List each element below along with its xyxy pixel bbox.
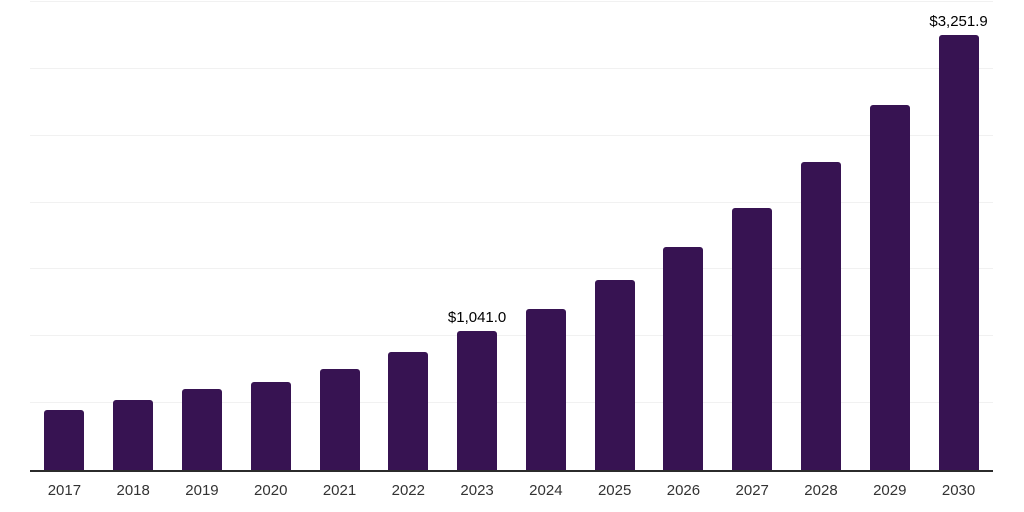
x-tick-2030: 2030 <box>941 482 976 499</box>
bars-container: $1,041.0 $3,251.9 <box>30 2 993 470</box>
x-tick-2018: 2018 <box>116 482 150 499</box>
bar-2023[interactable] <box>457 330 498 470</box>
bar-slot-2017 <box>30 2 99 470</box>
x-tick-2026: 2026 <box>666 482 701 499</box>
bar-slot-2028 <box>787 2 856 470</box>
bar-2026[interactable] <box>663 247 704 470</box>
bar-2029[interactable] <box>869 104 910 470</box>
x-tick-2029: 2029 <box>873 482 907 499</box>
x-tick-2025: 2025 <box>597 482 632 499</box>
bar-slot-2027 <box>718 2 787 470</box>
bar-slot-2018 <box>99 2 168 470</box>
gridline <box>30 335 993 337</box>
bar-slot-2022 <box>374 2 443 470</box>
x-tick-2021: 2021 <box>322 482 357 499</box>
gridline <box>30 201 993 203</box>
gridline <box>30 67 993 69</box>
bar-slot-2020 <box>236 2 305 470</box>
gridline <box>30 134 993 136</box>
data-label-2023: $1,041.0 <box>447 308 507 326</box>
x-tick-2023: 2023 <box>460 482 494 499</box>
x-axis-tick-labels: 2017 2018 2019 2020 2021 2022 2023 2024 2025 2026… <box>30 481 993 501</box>
bar-slot-2025 <box>580 2 649 470</box>
bar-slot-2023: $1,041.0 <box>443 2 512 470</box>
bar-2025[interactable] <box>594 280 635 470</box>
bar-2030[interactable] <box>938 35 979 470</box>
x-tick-2028: 2028 <box>804 482 838 499</box>
x-axis-line <box>30 470 993 472</box>
x-tick-2027: 2027 <box>735 482 769 499</box>
bar-2027[interactable] <box>732 208 773 470</box>
bar-2017[interactable] <box>44 410 85 470</box>
bar-slot-2021 <box>305 2 374 470</box>
gridline <box>30 268 993 270</box>
bar-2022[interactable] <box>388 351 429 470</box>
bar-slot-2029 <box>855 2 924 470</box>
x-tick-2020: 2020 <box>254 482 288 499</box>
bar-2019[interactable] <box>181 389 222 470</box>
bar-slot-2024 <box>511 2 580 470</box>
gridline <box>30 402 993 404</box>
bar-slot-2026 <box>649 2 718 470</box>
bar-2020[interactable] <box>250 382 291 470</box>
bar-2021[interactable] <box>319 368 360 470</box>
x-tick-2019: 2019 <box>185 482 219 499</box>
data-label-2030: $3,251.9 <box>929 13 988 31</box>
bar-slot-2030: $3,251.9 <box>924 2 993 470</box>
bar-slot-2019 <box>168 2 237 470</box>
x-tick-2022: 2022 <box>391 482 425 499</box>
x-tick-2017: 2017 <box>47 482 82 499</box>
plot-area: $1,041.0 $3,251.9 <box>30 1 993 472</box>
gridline <box>30 1 993 2</box>
x-tick-2024: 2024 <box>529 482 563 499</box>
bar-2018[interactable] <box>113 400 154 470</box>
bar-2024[interactable] <box>525 308 566 470</box>
bar-2028[interactable] <box>800 161 841 470</box>
